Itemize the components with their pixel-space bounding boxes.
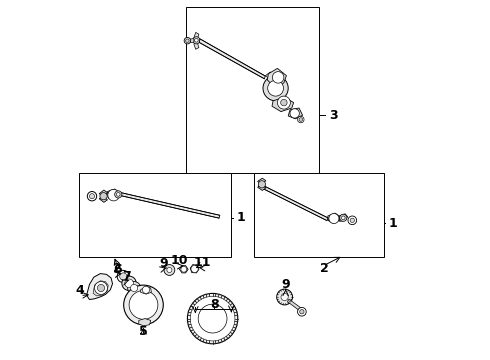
Polygon shape (265, 72, 274, 78)
Circle shape (299, 118, 303, 121)
Circle shape (108, 189, 120, 201)
Circle shape (263, 76, 288, 101)
Polygon shape (194, 42, 199, 49)
Circle shape (268, 80, 284, 96)
Polygon shape (107, 189, 119, 200)
Polygon shape (87, 274, 113, 300)
Text: 4: 4 (76, 284, 84, 297)
Circle shape (195, 39, 198, 42)
Polygon shape (199, 39, 265, 79)
Circle shape (300, 310, 304, 314)
Bar (186, 7, 319, 173)
Circle shape (186, 39, 189, 42)
Circle shape (125, 279, 133, 288)
Text: 6: 6 (113, 263, 122, 276)
Circle shape (143, 286, 149, 293)
Circle shape (98, 284, 104, 292)
Circle shape (122, 276, 136, 291)
Circle shape (290, 109, 299, 118)
Circle shape (272, 72, 284, 83)
Circle shape (281, 293, 288, 301)
Circle shape (342, 216, 345, 220)
Circle shape (167, 267, 172, 273)
Polygon shape (189, 39, 194, 43)
Text: 5: 5 (139, 325, 148, 338)
Circle shape (187, 293, 238, 344)
Circle shape (90, 194, 95, 199)
Circle shape (130, 284, 138, 292)
Polygon shape (288, 299, 301, 310)
Circle shape (184, 37, 191, 44)
Polygon shape (194, 32, 199, 40)
Text: 3: 3 (329, 109, 338, 122)
Circle shape (193, 37, 200, 44)
Text: 1: 1 (388, 217, 397, 230)
Circle shape (127, 282, 141, 294)
Text: 9: 9 (281, 278, 290, 291)
Circle shape (348, 216, 357, 225)
Circle shape (123, 285, 163, 325)
Circle shape (87, 192, 97, 201)
Polygon shape (339, 214, 347, 221)
Circle shape (191, 265, 198, 273)
Polygon shape (93, 281, 108, 296)
Circle shape (117, 270, 129, 283)
Polygon shape (272, 97, 294, 112)
Circle shape (297, 116, 304, 123)
Text: 9: 9 (160, 257, 168, 270)
Text: 7: 7 (122, 270, 130, 283)
Circle shape (258, 181, 266, 188)
Polygon shape (259, 184, 328, 221)
Polygon shape (139, 319, 151, 326)
Circle shape (117, 193, 120, 196)
Circle shape (277, 289, 293, 305)
Polygon shape (258, 178, 266, 184)
Circle shape (281, 99, 287, 106)
Bar (254, 173, 384, 257)
Circle shape (164, 265, 175, 275)
Polygon shape (179, 266, 188, 273)
Circle shape (329, 213, 339, 224)
Circle shape (181, 266, 187, 272)
Circle shape (95, 282, 107, 294)
Circle shape (190, 296, 235, 341)
Bar (79, 173, 231, 257)
Polygon shape (268, 68, 286, 86)
Polygon shape (120, 193, 220, 218)
Polygon shape (288, 108, 303, 119)
Circle shape (120, 273, 127, 280)
Circle shape (350, 218, 354, 222)
Circle shape (277, 96, 291, 109)
Text: 1: 1 (236, 211, 245, 224)
Text: 8: 8 (210, 298, 219, 311)
Circle shape (198, 304, 227, 333)
Text: 2: 2 (113, 262, 122, 275)
Polygon shape (141, 286, 151, 294)
Text: 10: 10 (171, 255, 188, 267)
Text: 2: 2 (320, 262, 329, 275)
Polygon shape (99, 190, 107, 196)
Polygon shape (190, 265, 199, 273)
Circle shape (129, 291, 158, 319)
Polygon shape (99, 196, 107, 202)
Circle shape (340, 214, 347, 221)
Circle shape (297, 307, 306, 316)
Polygon shape (328, 213, 339, 223)
Circle shape (100, 193, 107, 200)
Polygon shape (258, 185, 266, 190)
Circle shape (115, 191, 122, 198)
Text: 11: 11 (194, 256, 211, 269)
